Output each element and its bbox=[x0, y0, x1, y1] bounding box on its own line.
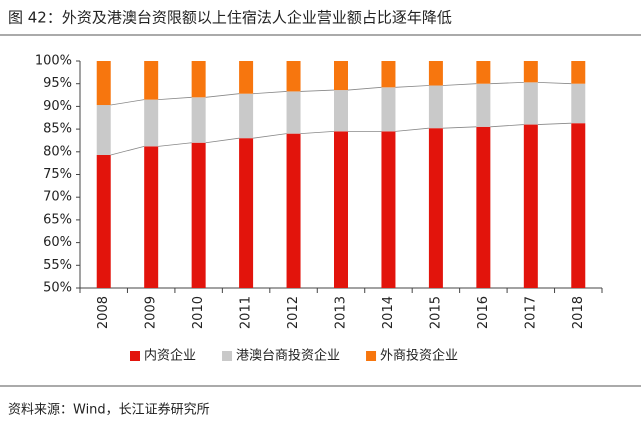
series-line bbox=[300, 130, 335, 135]
series-line bbox=[442, 126, 477, 129]
x-tick-label: 2016 bbox=[476, 296, 491, 329]
x-tick-label: 2017 bbox=[523, 296, 538, 329]
y-tick-label: 65% bbox=[43, 212, 72, 227]
series-line bbox=[158, 96, 192, 100]
series-line bbox=[158, 142, 192, 147]
bar-segment bbox=[523, 61, 538, 83]
y-tick-label: 75% bbox=[43, 167, 72, 182]
y-tick-label: 50% bbox=[43, 281, 72, 296]
bar-segment bbox=[239, 61, 254, 94]
bar-segment bbox=[144, 61, 159, 100]
x-tick-label: 2012 bbox=[286, 296, 301, 329]
bar-segment bbox=[286, 133, 301, 288]
series-line bbox=[537, 81, 572, 85]
y-tick-label: 60% bbox=[43, 235, 72, 250]
x-tick-label: 2010 bbox=[191, 296, 206, 329]
legend-label: 港澳台商投资企业 bbox=[236, 348, 340, 364]
legend-swatch bbox=[366, 351, 377, 361]
bar-segment bbox=[571, 61, 586, 84]
bar-segment bbox=[428, 85, 443, 129]
y-tick-label: 55% bbox=[43, 258, 72, 273]
bar-segment bbox=[239, 93, 254, 139]
bar-segment bbox=[334, 90, 348, 132]
bar-segment bbox=[476, 61, 491, 84]
legend-swatch bbox=[130, 351, 140, 361]
legend-swatch bbox=[222, 351, 233, 361]
bar-segment bbox=[476, 126, 491, 288]
x-tick-label: 2011 bbox=[239, 296, 254, 329]
bar-segment bbox=[523, 124, 538, 288]
bar-segment bbox=[381, 61, 396, 88]
bar-segment bbox=[286, 91, 301, 134]
bar-segment bbox=[571, 123, 586, 288]
bar-segment bbox=[334, 61, 348, 91]
legend-label: 内资企业 bbox=[144, 348, 196, 364]
bar-segment bbox=[286, 61, 301, 92]
bar-segment bbox=[381, 131, 396, 288]
series-line bbox=[253, 91, 287, 95]
x-tick-label: 2008 bbox=[96, 296, 111, 329]
series-line bbox=[537, 122, 572, 125]
x-tick-label: 2009 bbox=[144, 296, 159, 329]
bar-segment bbox=[144, 146, 159, 288]
series-line bbox=[395, 127, 429, 132]
bar-segment bbox=[239, 138, 254, 288]
x-tick-label: 2015 bbox=[428, 296, 443, 329]
bar-segment bbox=[96, 105, 111, 155]
series-line bbox=[205, 137, 240, 144]
bar-segment bbox=[191, 97, 206, 143]
legend-label: 外商投资企业 bbox=[380, 348, 458, 364]
series-line bbox=[110, 99, 145, 106]
y-tick-label: 100% bbox=[35, 54, 72, 69]
bar-segment bbox=[144, 99, 159, 147]
y-tick-label: 85% bbox=[43, 122, 72, 137]
series-line bbox=[442, 83, 477, 86]
y-tick-label: 80% bbox=[43, 144, 72, 159]
chart-title: 图 42：外资及港澳台资限额以上住宿法人企业营业额占比逐年降低 bbox=[8, 9, 452, 27]
x-tick-label: 2013 bbox=[334, 296, 349, 329]
bar-segment bbox=[334, 131, 348, 288]
y-tick-label: 70% bbox=[43, 190, 72, 205]
bar-segment bbox=[523, 82, 538, 125]
x-tick-label: 2014 bbox=[381, 296, 396, 329]
bar-segment bbox=[191, 142, 206, 288]
series-line bbox=[205, 93, 240, 98]
series-line bbox=[253, 133, 287, 139]
y-tick-label: 95% bbox=[43, 76, 72, 91]
bar-segment bbox=[191, 61, 206, 98]
bar-segment bbox=[428, 61, 443, 86]
x-tick-label: 2018 bbox=[571, 296, 586, 329]
series-line bbox=[300, 89, 335, 92]
series-line bbox=[347, 86, 382, 91]
series-line bbox=[395, 85, 429, 88]
bar-segment bbox=[96, 61, 111, 106]
bar-segment bbox=[96, 154, 111, 288]
bar-segment bbox=[571, 83, 586, 124]
source: 资料来源：Wind，长江证券研究所 bbox=[8, 402, 210, 418]
series-line bbox=[490, 124, 524, 128]
series-line bbox=[490, 81, 524, 85]
bar-segment bbox=[381, 87, 396, 132]
bar-segment bbox=[476, 83, 491, 127]
y-tick-label: 90% bbox=[43, 99, 72, 114]
series-line bbox=[110, 145, 145, 156]
bar-segment bbox=[428, 128, 443, 288]
